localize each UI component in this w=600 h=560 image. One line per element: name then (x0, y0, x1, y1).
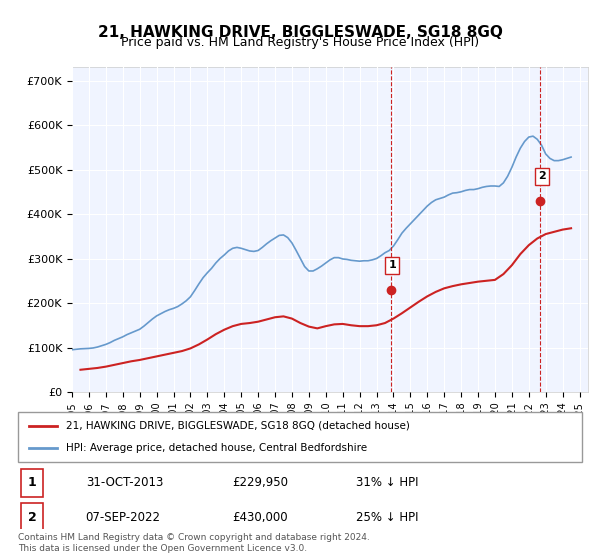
Text: 2: 2 (28, 511, 37, 524)
FancyBboxPatch shape (21, 503, 43, 532)
Text: 2: 2 (538, 171, 546, 181)
Text: £430,000: £430,000 (232, 511, 288, 524)
Text: 21, HAWKING DRIVE, BIGGLESWADE, SG18 8GQ: 21, HAWKING DRIVE, BIGGLESWADE, SG18 8GQ (98, 25, 502, 40)
FancyBboxPatch shape (21, 469, 43, 497)
Text: £229,950: £229,950 (232, 477, 289, 489)
FancyBboxPatch shape (18, 412, 582, 462)
Text: 31% ↓ HPI: 31% ↓ HPI (356, 477, 419, 489)
Text: HPI: Average price, detached house, Central Bedfordshire: HPI: Average price, detached house, Cent… (66, 443, 367, 453)
Text: 1: 1 (388, 260, 396, 270)
Text: 1: 1 (28, 477, 37, 489)
Text: Price paid vs. HM Land Registry's House Price Index (HPI): Price paid vs. HM Land Registry's House … (121, 36, 479, 49)
Text: 07-SEP-2022: 07-SEP-2022 (86, 511, 161, 524)
Text: 31-OCT-2013: 31-OCT-2013 (86, 477, 163, 489)
Text: 25% ↓ HPI: 25% ↓ HPI (356, 511, 419, 524)
Text: 21, HAWKING DRIVE, BIGGLESWADE, SG18 8GQ (detached house): 21, HAWKING DRIVE, BIGGLESWADE, SG18 8GQ… (66, 421, 410, 431)
Text: Contains HM Land Registry data © Crown copyright and database right 2024.
This d: Contains HM Land Registry data © Crown c… (18, 533, 370, 553)
